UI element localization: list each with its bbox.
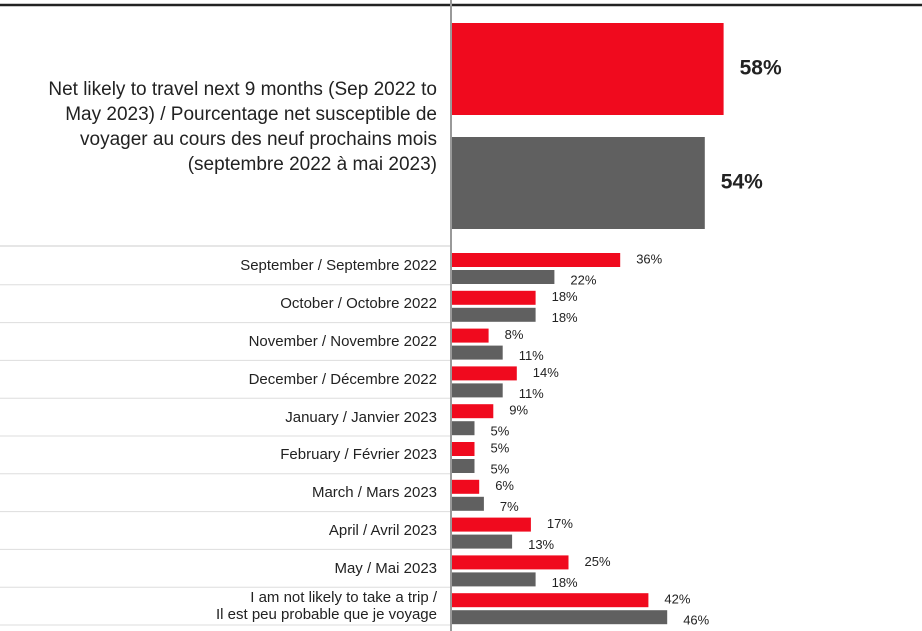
bar xyxy=(451,479,480,494)
bar xyxy=(451,328,489,343)
category-label: Net likely to travel next 9 months (Sep … xyxy=(48,79,437,175)
value-label: 8% xyxy=(505,327,524,342)
category-label: May / Mai 2023 xyxy=(334,559,437,577)
value-label: 42% xyxy=(664,592,690,607)
value-label: 9% xyxy=(509,403,528,418)
value-label: 11% xyxy=(519,386,544,401)
value-label: 18% xyxy=(552,289,578,304)
category-label: October / Octobre 2022 xyxy=(280,295,437,313)
value-label: 6% xyxy=(495,478,514,493)
value-label: 25% xyxy=(585,554,611,569)
bar xyxy=(451,137,705,229)
bar xyxy=(451,572,536,587)
category-label: April / Avril 2023 xyxy=(328,521,437,539)
bar xyxy=(451,610,668,625)
value-label: 22% xyxy=(570,272,596,287)
category-label: I am not likely to take a trip / Il est … xyxy=(216,589,437,624)
bar xyxy=(451,404,494,419)
value-label: 18% xyxy=(552,575,578,590)
bar xyxy=(451,23,724,115)
bar xyxy=(451,366,517,381)
value-label: 54% xyxy=(721,171,763,194)
category-label: March / Mars 2023 xyxy=(311,484,437,502)
bar xyxy=(451,442,475,456)
value-label: 46% xyxy=(683,613,709,628)
bar xyxy=(451,307,536,322)
value-label: 7% xyxy=(500,499,519,514)
bar xyxy=(451,534,513,549)
bar xyxy=(451,496,484,511)
value-label: 11% xyxy=(519,348,544,363)
bar xyxy=(451,253,621,267)
bar xyxy=(451,383,503,398)
bar xyxy=(451,517,531,532)
bar xyxy=(451,555,569,570)
value-label: 36% xyxy=(636,251,662,266)
category-label: February / Février 2023 xyxy=(280,446,437,464)
bar xyxy=(451,345,503,360)
bar xyxy=(451,459,475,473)
value-label: 5% xyxy=(491,461,510,476)
value-label: 13% xyxy=(528,537,554,552)
bar xyxy=(451,593,649,608)
category-label: September / Septembre 2022 xyxy=(240,257,437,275)
category-label: November / Novembre 2022 xyxy=(248,332,437,350)
value-label: 5% xyxy=(491,440,510,455)
value-label: 17% xyxy=(547,516,573,531)
bar xyxy=(451,270,555,284)
value-label: 18% xyxy=(552,310,578,325)
value-label: 14% xyxy=(533,365,559,380)
value-label: 5% xyxy=(491,424,510,439)
value-label: 58% xyxy=(740,57,782,80)
bar xyxy=(451,421,475,436)
bar xyxy=(451,290,536,305)
category-label: January / Janvier 2023 xyxy=(285,408,437,426)
category-label: December / Décembre 2022 xyxy=(248,370,437,388)
